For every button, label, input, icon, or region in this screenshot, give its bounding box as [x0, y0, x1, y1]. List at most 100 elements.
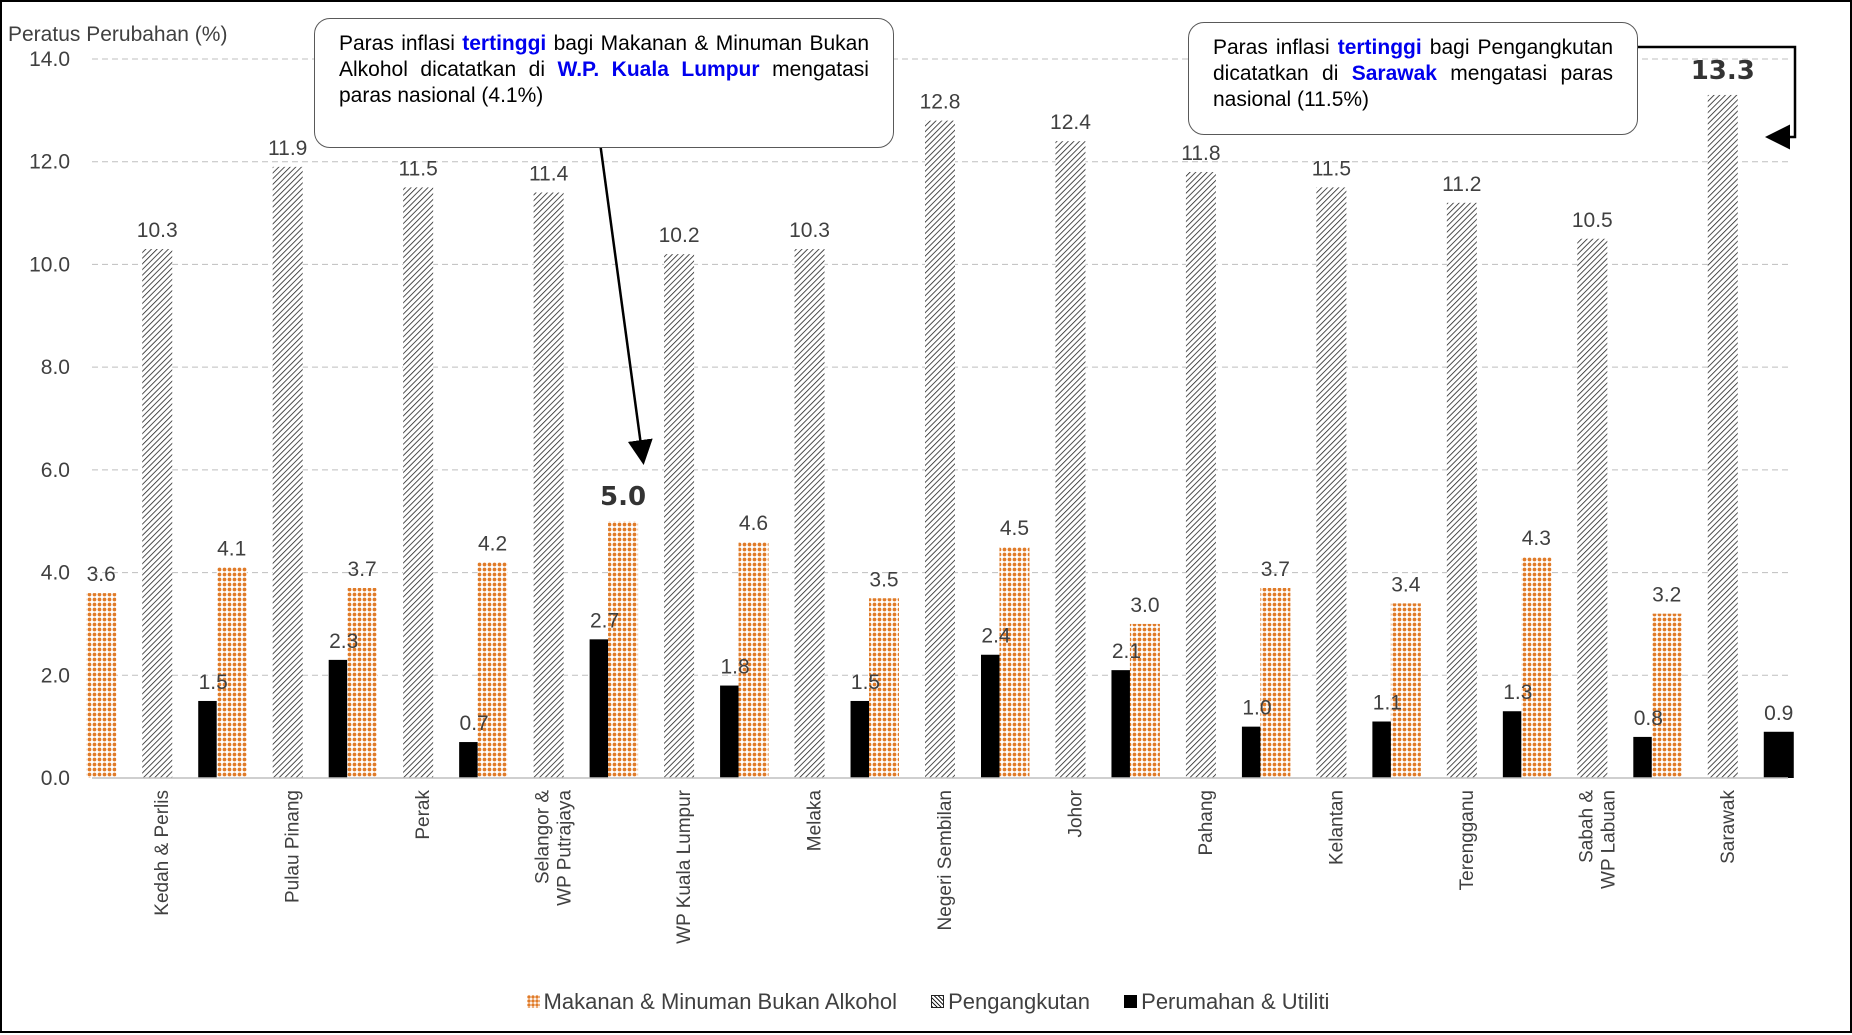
- data-label: 12.8: [920, 91, 961, 114]
- callout-text: Paras inflasi: [1213, 36, 1338, 59]
- category-label-line: WP Labuan: [1598, 790, 1619, 889]
- data-label: 1.0: [1242, 697, 1271, 720]
- food-bar: [216, 567, 247, 778]
- emphasized-data-label: 13.3: [1691, 56, 1755, 86]
- transport-bar: [533, 192, 564, 778]
- callout-text: mengatasi paras nasional (11.5%): [1213, 62, 1614, 111]
- category-label: Pulau Pinang: [283, 790, 304, 903]
- dotted-orange-swatch-icon: [526, 995, 540, 1008]
- data-label: 10.3: [137, 219, 178, 242]
- data-label: 4.3: [1522, 527, 1551, 550]
- food-bar: [477, 562, 508, 778]
- legend-item-transport: Pengangkutan: [931, 989, 1090, 1015]
- category-label-line: Selangor &: [533, 790, 554, 884]
- callout-transport-highest: Paras inflasi tertinggi bagi Pengangkuta…: [1188, 22, 1638, 135]
- category-label-line: Pahang: [1196, 790, 1217, 856]
- data-label: 4.5: [1000, 517, 1029, 540]
- data-label: 1.5: [851, 671, 880, 694]
- callout-highlight-region: Sarawak: [1351, 62, 1437, 85]
- transport-bar: [1577, 238, 1608, 778]
- y-axis-ticks: 0.0 2.0 4.0 6.0 8.0 10.0 12.0 14.0: [29, 48, 70, 790]
- y-tick-label: 8.0: [41, 356, 70, 379]
- transport-bar: [1316, 187, 1347, 779]
- data-label: 2.4: [981, 625, 1011, 648]
- y-tick-label: 2.0: [41, 664, 70, 687]
- data-label: 3.0: [1130, 594, 1159, 617]
- data-label: 0.9: [1764, 702, 1793, 725]
- data-label: 11.4: [529, 163, 569, 186]
- y-tick-label: 6.0: [41, 459, 70, 482]
- category-label: Selangor & WP Putrajaya: [533, 790, 576, 906]
- transport-bar: [142, 249, 173, 778]
- food-bar: [1651, 613, 1682, 778]
- food-bar: [1129, 623, 1160, 778]
- data-label: 4.6: [739, 512, 768, 535]
- category-label-line: Sarawak: [1718, 790, 1739, 864]
- data-label: 11.8: [1181, 142, 1220, 165]
- callout-highlight-region: W.P. Kuala Lumpur: [557, 58, 760, 81]
- y-tick-label: 10.0: [29, 253, 70, 276]
- data-label: 4.2: [478, 532, 507, 555]
- y-axis-title: Peratus Perubahan (%): [8, 23, 227, 46]
- callout-highlight: tertinggi: [1337, 36, 1422, 59]
- category-label-line: Johor: [1065, 789, 1086, 837]
- transport-bar: [1185, 171, 1216, 778]
- category-label-line: Kedah & Perlis: [152, 790, 173, 916]
- emphasized-data-label: 5.0: [600, 482, 646, 512]
- category-label: Kedah & Perlis: [152, 790, 173, 916]
- legend-item-housing: Perumahan & Utiliti: [1124, 989, 1329, 1015]
- category-label-line: Melaka: [805, 790, 826, 852]
- category-label: Perak: [413, 790, 434, 840]
- category-label-line: Pulau Pinang: [283, 790, 304, 903]
- data-label: 4.1: [217, 537, 246, 560]
- data-label: 10.2: [659, 224, 700, 247]
- transport-bar: [1446, 202, 1477, 779]
- category-label-line: Kelantan: [1326, 790, 1347, 865]
- y-tick-label: 14.0: [29, 48, 70, 71]
- transport-bar: [794, 249, 825, 778]
- category-label-line: Perak: [413, 790, 434, 840]
- category-label: Johor: [1065, 789, 1086, 837]
- solid-black-swatch-icon: [1124, 995, 1138, 1008]
- category-label: Pahang: [1196, 790, 1217, 856]
- data-label: 12.4: [1050, 111, 1091, 134]
- data-label: 3.6: [87, 563, 116, 586]
- transport-bar: [403, 187, 434, 779]
- data-label: 1.1: [1373, 692, 1402, 715]
- callout-left-arrow: [597, 134, 653, 465]
- food-bar: [1260, 587, 1291, 778]
- transport-bar: [925, 120, 955, 779]
- data-label: 3.5: [869, 568, 898, 591]
- transport-bar: [272, 166, 303, 779]
- data-label: 2.3: [329, 630, 358, 653]
- category-label-line: Negeri Sembilan: [935, 790, 956, 930]
- legend: Makanan & Minuman Bukan Alkohol Pengangk…: [2, 988, 1852, 1015]
- transport-bar: [1055, 141, 1086, 778]
- transport-bar: [664, 254, 695, 778]
- legend-label: Makanan & Minuman Bukan Alkohol: [543, 988, 897, 1014]
- data-label: 3.7: [1261, 558, 1290, 581]
- data-label: 11.5: [1312, 157, 1351, 180]
- food-bar: [999, 546, 1030, 778]
- y-tick-label: 0.0: [41, 767, 70, 790]
- category-label: Terengganu: [1457, 790, 1478, 890]
- data-label: 0.7: [460, 712, 489, 735]
- data-label: 10.5: [1572, 209, 1613, 232]
- y-tick-label: 4.0: [41, 562, 70, 585]
- callout-right-arrow: [1638, 45, 1797, 150]
- category-label: Sabah & WP Labuan: [1576, 790, 1619, 889]
- data-label: 1.8: [720, 656, 749, 679]
- category-label: Melaka: [805, 790, 826, 852]
- food-bar: [608, 521, 639, 778]
- data-label: 1.3: [1503, 681, 1532, 704]
- data-label: 11.2: [1442, 173, 1481, 196]
- data-label: 11.5: [398, 157, 437, 180]
- food-bar: [1390, 603, 1421, 778]
- category-label: WP Kuala Lumpur: [674, 789, 695, 944]
- data-label: 3.2: [1652, 584, 1681, 607]
- category-label-line: WP Kuala Lumpur: [674, 789, 695, 944]
- legend-item-food: Makanan & Minuman Bukan Alkohol: [526, 988, 897, 1015]
- data-label: 0.8: [1634, 707, 1663, 730]
- legend-label: Perumahan & Utiliti: [1141, 988, 1330, 1014]
